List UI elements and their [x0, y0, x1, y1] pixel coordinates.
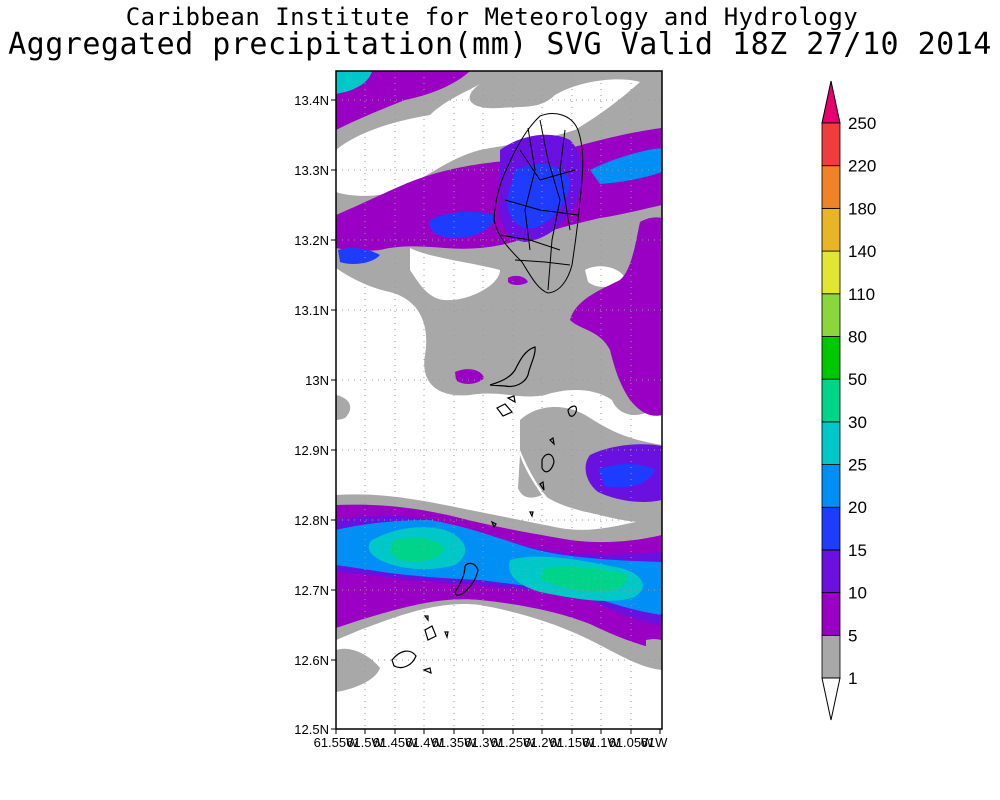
lon-tick-label: 61.15W	[550, 735, 596, 750]
colorbar-segment	[821, 421, 841, 465]
lon-tick-label: 61.25W	[491, 735, 537, 750]
colorbar-segment	[821, 165, 841, 209]
colorbar-level-label: 1	[848, 669, 857, 688]
lon-tick-label: 61W	[641, 735, 668, 750]
colorbar-level-label: 180	[848, 199, 876, 218]
lat-tick-label: 13.2N	[294, 233, 329, 248]
lat-tick-label: 12.7N	[294, 583, 329, 598]
colorbar-segment	[821, 293, 841, 337]
map-gridlines	[336, 71, 662, 729]
st-vincent-island-outline	[493, 113, 584, 294]
colorbar-level-label: 5	[848, 626, 857, 645]
latitude-axis-labels: 13.4N 13.3N 13.2N 13.1N 13N 12.9N 12.8N …	[294, 93, 329, 737]
colorbar-segment	[821, 378, 841, 423]
lon-tick-label: 61.4W	[405, 735, 443, 750]
map-title: Aggregated precipitation(mm) SVG Valid 1…	[8, 27, 992, 62]
lat-tick-label: 12.8N	[294, 513, 329, 528]
map-frame	[335, 70, 663, 730]
lon-tick-label: 61.1W	[582, 735, 620, 750]
lat-tick-label: 13.4N	[294, 93, 329, 108]
colorbar-level-label: 80	[848, 327, 867, 346]
lat-tick-label: 12.9N	[294, 443, 329, 458]
colorbar-level-label: 15	[848, 541, 867, 560]
lon-tick-label: 61.45W	[373, 735, 419, 750]
colorbar-segment	[821, 250, 841, 295]
colorbar-segment	[821, 506, 841, 551]
lat-tick-label: 13N	[305, 373, 329, 388]
lon-tick-label: 61.35W	[432, 735, 478, 750]
colorbar-segment	[821, 464, 841, 508]
colorbar-segment	[821, 634, 841, 679]
lon-tick-label: 61.2W	[523, 735, 561, 750]
longitude-axis-labels: 61.55W 61.5W 61.45W 61.4W 61.35W 61.3W 6…	[314, 735, 668, 750]
header-institute: Caribbean Institute for Meteorology and …	[125, 3, 859, 31]
colorbar-level-label: 220	[848, 157, 876, 176]
lat-tick-label: 13.3N	[294, 163, 329, 178]
lat-tick-label: 12.5N	[294, 722, 329, 737]
colorbar-min-arrow	[821, 677, 841, 721]
colorbar-segment	[821, 336, 841, 380]
lon-tick-label: 61.3W	[464, 735, 502, 750]
lat-tick-label: 12.6N	[294, 653, 329, 668]
colorbar-segment	[821, 592, 841, 636]
colorbar-level-label: 25	[848, 456, 867, 475]
lon-tick-label: 61.05W	[609, 735, 655, 750]
lon-tick-label: 61.55W	[314, 735, 360, 750]
colorbar-level-label: 110	[848, 285, 875, 304]
colorbar-segment	[821, 122, 841, 167]
colorbar-segment	[821, 549, 841, 594]
grenadines-islets	[391, 346, 577, 675]
colorbar-max-arrow	[821, 80, 841, 124]
colorbar-segment	[821, 207, 841, 252]
precipitation-field	[336, 71, 662, 729]
colorbar-level-label: 10	[848, 584, 867, 603]
colorbar-level-label: 250	[848, 114, 876, 133]
colorbar-level-label: 20	[848, 498, 867, 517]
colorbar-level-label: 30	[848, 413, 867, 432]
colorbar-level-label: 50	[848, 370, 867, 389]
lon-tick-label: 61.5W	[346, 735, 384, 750]
colorbar-level-label: 140	[848, 242, 876, 261]
lat-tick-label: 13.1N	[294, 303, 329, 318]
